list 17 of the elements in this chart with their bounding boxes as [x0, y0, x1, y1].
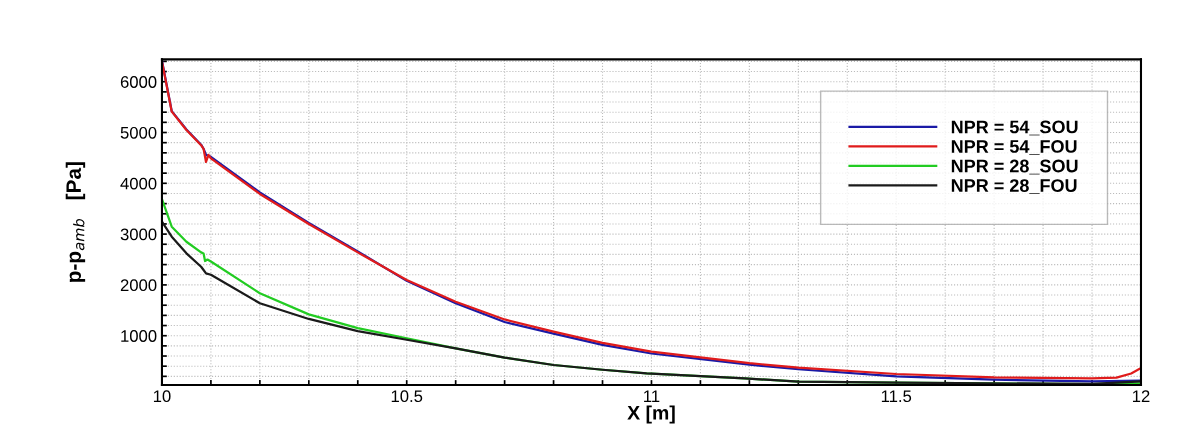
- y-tick-label: 2000: [120, 279, 157, 292]
- legend-label: NPR = 54_SOU: [951, 120, 1078, 136]
- y-tick-label: 5000: [120, 126, 157, 139]
- y-tick-label: 3000: [120, 228, 157, 241]
- legend-label: NPR = 28_SOU: [951, 159, 1078, 175]
- x-tick-label: 11.5: [881, 390, 912, 403]
- x-tick-label: 10: [153, 390, 171, 403]
- x-axis-title: X [m]: [627, 405, 675, 424]
- legend-label: NPR = 28_FOU: [951, 179, 1077, 194]
- y-tick-label: 6000: [120, 76, 157, 88]
- x-tick-label: 12: [1132, 390, 1150, 402]
- y-tick-label: 1000: [121, 330, 157, 342]
- legend-label: NPR = 54_FOU: [951, 140, 1077, 155]
- x-tick-label: 11: [644, 390, 660, 402]
- x-tick-label: 10.5: [391, 390, 423, 403]
- text: p-p$_{amb}$ [Pa]: [65, 162, 86, 282]
- y-tick-label: 4000: [120, 177, 157, 190]
